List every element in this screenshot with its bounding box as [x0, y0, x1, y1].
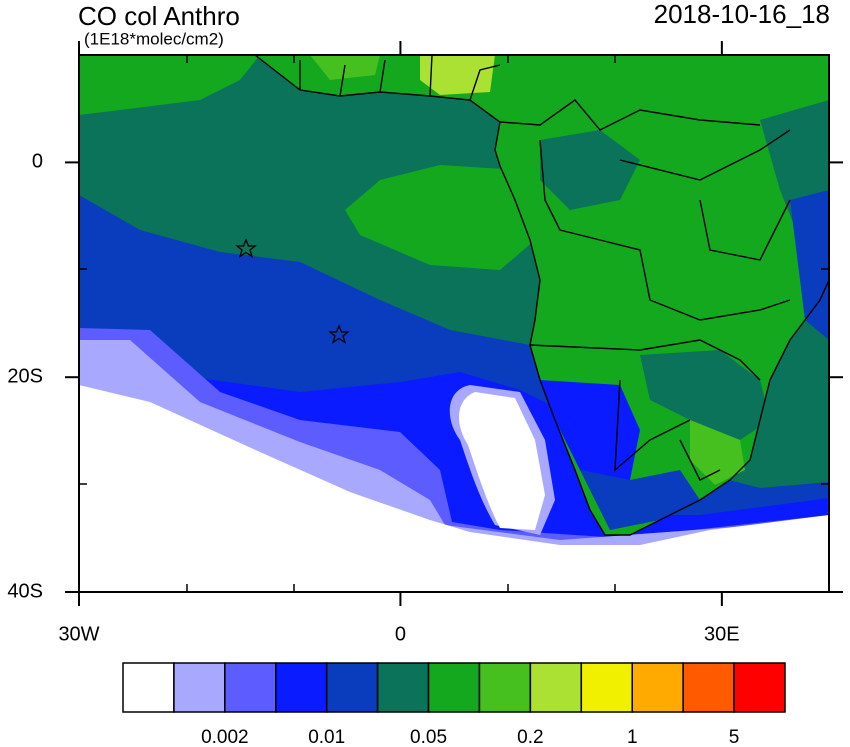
- map-title: CO col Anthro: [78, 1, 240, 31]
- colorbar-box: [529, 662, 583, 713]
- station-star: [328, 324, 350, 345]
- coastline: [254, 55, 829, 536]
- colorbar-label: 5: [729, 727, 740, 747]
- map-units: (1E18*molec/cm2): [84, 29, 224, 48]
- colorbar-box: [580, 662, 633, 713]
- plume: [458, 392, 545, 530]
- minor-ticks: [79, 55, 829, 592]
- x-tick-label: 30W: [58, 623, 99, 645]
- map-date: 2018-10-16_18: [654, 0, 830, 29]
- plume: [420, 55, 495, 95]
- plume: [79, 385, 829, 592]
- colorbar-box: [682, 662, 735, 713]
- colorbar-box: [376, 662, 430, 713]
- y-tick-label: 40S: [7, 580, 43, 602]
- plume: [690, 420, 745, 485]
- plume: [640, 350, 770, 440]
- map-frame: [78, 54, 830, 593]
- colorbar-box: [325, 662, 379, 713]
- colorbar-box: [275, 662, 328, 713]
- colorbar-box: [478, 662, 532, 713]
- colorbar-label: 0.05: [410, 727, 447, 747]
- colorbar-label: 0.01: [308, 727, 345, 747]
- colorbar-box: [122, 662, 175, 713]
- plume: [79, 55, 260, 115]
- plume: [345, 165, 535, 270]
- colorbar-label: 1: [627, 727, 638, 747]
- colorbar-box: [631, 662, 684, 713]
- colorbar-box: [173, 662, 226, 713]
- colorbar-box: [224, 662, 277, 713]
- colorbar-label: 0.002: [201, 727, 249, 747]
- x-tick-label: 0: [395, 623, 406, 645]
- station-star: [235, 238, 257, 259]
- plume: [540, 130, 640, 210]
- colorbar-box: [733, 662, 786, 713]
- y-tick-label: 20S: [7, 365, 43, 387]
- plume: [790, 190, 829, 340]
- x-tick-label: 30E: [704, 623, 740, 645]
- y-tick-label: 0: [32, 151, 43, 173]
- colorbar-box: [427, 662, 481, 713]
- country-border: [299, 55, 791, 481]
- colorbar-label: 0.2: [517, 727, 543, 747]
- field: [79, 55, 829, 592]
